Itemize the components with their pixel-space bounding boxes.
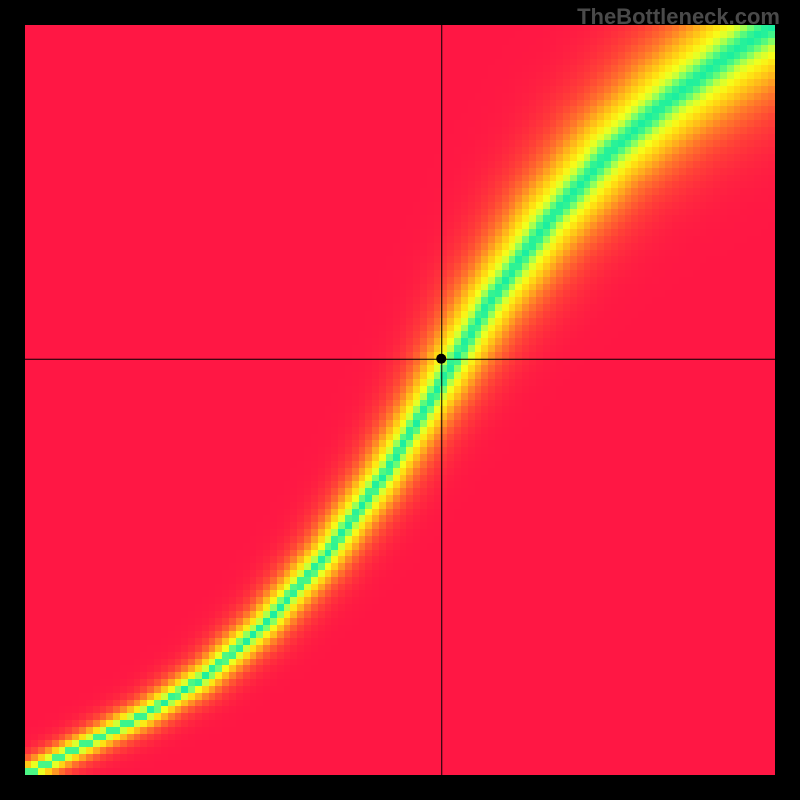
watermark-text: TheBottleneck.com	[577, 4, 780, 30]
bottleneck-heatmap	[25, 25, 775, 775]
chart-container: TheBottleneck.com	[0, 0, 800, 800]
